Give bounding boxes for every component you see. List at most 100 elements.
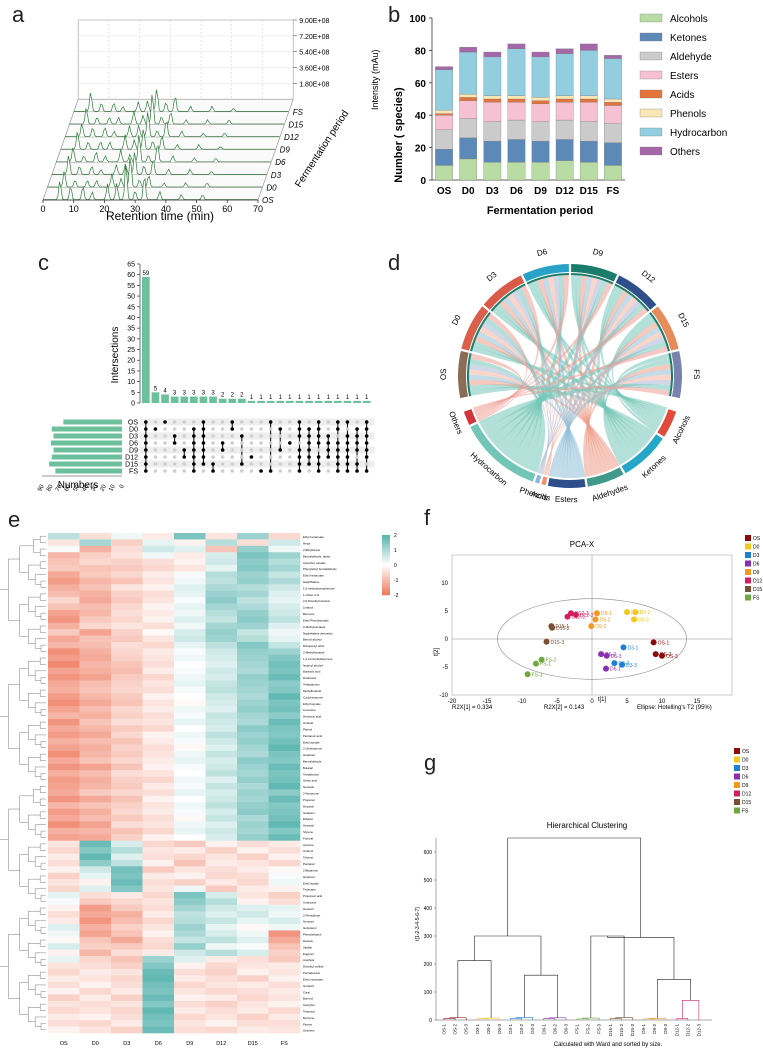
- chart-e-cell: [205, 821, 238, 829]
- chart-c-dot: [345, 427, 350, 431]
- chart-e-cell: [174, 1007, 206, 1015]
- chart-c-dot: [172, 469, 177, 473]
- chart-e-cell: [237, 789, 269, 797]
- chart-e-cell: [111, 558, 143, 566]
- chart-e-cell: [174, 795, 206, 803]
- chart-f-footer-ellipse: Ellipse: Hotelling's T2 (95%): [637, 705, 712, 711]
- chart-c-bar-label: 1: [355, 395, 359, 401]
- chart-e-row-label: 2-Methylhexanal: [303, 651, 325, 655]
- chart-b-bar-segment: [555, 48, 574, 54]
- chart-c-dot: [230, 420, 235, 424]
- chart-e-cell: [174, 693, 206, 700]
- chart-c-dot: [364, 469, 369, 473]
- chart-c-dot: [182, 427, 187, 431]
- chart-c-dot: [336, 469, 340, 473]
- chart-e-cell: [79, 898, 112, 906]
- chart-g-leaf-label: D15-3: [630, 1024, 635, 1037]
- chart-c-dot: [240, 469, 244, 473]
- chart-b-bar-segment: [579, 43, 598, 51]
- chart-e-cell: [174, 609, 206, 617]
- chart-d-sample-inner: [668, 353, 673, 397]
- chart-e-cell: [268, 635, 301, 643]
- chart-e-scale-step: [382, 590, 390, 593]
- chart-d-sample-inner: [526, 273, 569, 285]
- chart-e-row-label: Octanal: [303, 721, 313, 725]
- chart-g-branch: [510, 1018, 522, 1020]
- chart-e-cell: [79, 879, 112, 886]
- chart-d-sample-arc: [651, 306, 679, 351]
- chart-e-cell: [268, 744, 301, 752]
- chart-e-cell: [142, 917, 175, 925]
- chart-e-dendrogram-branch: [40, 536, 46, 543]
- chart-e-row-label: 1,2,4-trimethylbenzene: [303, 657, 333, 661]
- chart-c-dot: [278, 427, 283, 431]
- chart-f-xlabel: t[1]: [598, 697, 607, 703]
- chart-e-cell: [79, 706, 112, 713]
- chart-e-scale-step: [382, 574, 390, 576]
- chart-e-cell: [79, 686, 112, 694]
- chart-e-cell: [142, 911, 175, 918]
- chart-e-cell: [174, 994, 206, 1002]
- chart-e-row-label: Diisopentyl ether: [303, 644, 325, 648]
- chart-e-dendrogram-branch: [8, 934, 20, 999]
- chart-b-bar-segment: [555, 102, 574, 121]
- chart-e-cell: [237, 917, 269, 925]
- chart-c-dot: [345, 434, 350, 438]
- chart-e-cell: [205, 1020, 238, 1027]
- chart-e-scale-step: [382, 587, 390, 590]
- chart-e-cell: [268, 936, 301, 944]
- chart-c-dot: [278, 420, 283, 424]
- chart-e-cell: [142, 808, 175, 816]
- chart-e-cell: [268, 1026, 301, 1034]
- chart-e-cell: [174, 706, 206, 713]
- chart-e-cell: [268, 821, 301, 829]
- chart-b-bar-segment: [459, 97, 478, 101]
- chart-e-cell: [111, 866, 143, 874]
- chart-e-dendrogram-branch: [8, 808, 20, 871]
- chart-e-cell: [48, 680, 80, 688]
- chart-c-set-label: D15: [125, 462, 138, 469]
- chart-b-bar-segment: [435, 165, 453, 181]
- chart-f-point-label: D9-2: [600, 617, 611, 623]
- chart-e-cell: [79, 911, 112, 918]
- chart-e-cell: [174, 603, 206, 611]
- chart-c-dot: [345, 420, 350, 424]
- chart-d-ribbon: [510, 286, 545, 465]
- chart-c-dot: [172, 434, 177, 438]
- chart-c-bar: [199, 396, 208, 403]
- chart-e-cell: [111, 879, 143, 886]
- chart-c-dot: [345, 441, 350, 445]
- chart-e-cell: [142, 859, 175, 867]
- chart-e-cell: [79, 936, 112, 944]
- chart-c-dot: [153, 420, 158, 424]
- chart-e-scale-step: [382, 568, 390, 570]
- chart-c-dot: [326, 441, 331, 445]
- chart-c-dot: [288, 462, 292, 466]
- chart-e-row-label: Camphol, acetate: [303, 561, 326, 565]
- chart-e-scale-step: [382, 541, 390, 543]
- chart-e-cell: [268, 827, 301, 835]
- chart-e-cell: [142, 763, 175, 771]
- chart-e-cell: [111, 936, 143, 944]
- chart-e-scale-step: [382, 569, 390, 572]
- chart-e-row-label: Benzaldehyde, alpha: [303, 554, 330, 558]
- chart-e-cell: [142, 968, 175, 976]
- chart-c-dot: [144, 441, 148, 445]
- chart-e-cell: [142, 545, 175, 553]
- chart-c-bar: [142, 276, 150, 403]
- chart-e-cell: [111, 898, 143, 906]
- chart-e-row-label: Nonanal: [303, 785, 314, 789]
- chart-c-dot: [278, 441, 283, 445]
- chart-e-cell: [111, 911, 143, 918]
- chart-e-row-label: Phenylethyl benzaldehyde: [303, 567, 337, 571]
- chart-e-cell: [48, 738, 80, 745]
- chart-e-dendrogram-branch: [40, 798, 46, 806]
- chart-f-point: [659, 652, 665, 659]
- chart-c-bar: [257, 400, 265, 403]
- chart-f-xtick-label: 15: [694, 699, 701, 705]
- chart-e-cell: [174, 815, 206, 822]
- chart-e-cell: [142, 930, 175, 938]
- chart-e-cell: [205, 686, 238, 694]
- chart-e-cell: [205, 808, 238, 816]
- chart-g-leaf-label: FS-3: [597, 1024, 602, 1034]
